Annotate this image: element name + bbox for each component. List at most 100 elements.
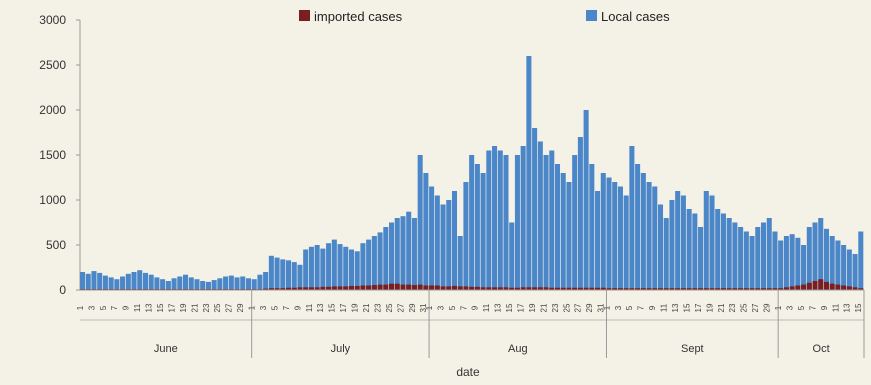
bar-local: [108, 277, 114, 290]
x-tick-label: 7: [459, 305, 468, 310]
bars: [80, 56, 864, 290]
bar-local: [829, 236, 835, 290]
bar-imported: [537, 287, 543, 290]
bar-local: [669, 200, 675, 290]
bar-local: [812, 222, 818, 290]
x-tick-label: 15: [682, 303, 691, 312]
bar-local: [211, 280, 217, 290]
bar-imported: [669, 288, 675, 290]
bar-local: [589, 164, 595, 290]
x-tick-label: 7: [110, 305, 119, 310]
bar-imported: [549, 287, 555, 290]
bar-local: [394, 218, 400, 290]
bar-local: [148, 274, 154, 290]
bar-imported: [635, 288, 641, 290]
bar-local: [303, 249, 309, 290]
bar-local: [646, 182, 652, 290]
x-tick-label: 3: [785, 305, 794, 310]
bar-local: [142, 272, 148, 290]
bar-local: [320, 248, 326, 290]
bar-imported: [715, 288, 721, 290]
x-tick-label: 23: [728, 303, 737, 312]
bar-local: [818, 218, 824, 290]
x-tick-label: 23: [202, 303, 211, 312]
bar-local: [469, 155, 475, 290]
bar-local: [165, 281, 171, 290]
x-tick-label: 17: [694, 303, 703, 312]
bar-local: [137, 270, 143, 290]
bar-local: [703, 191, 709, 290]
bar-imported: [640, 288, 646, 290]
bar-imported: [480, 287, 486, 290]
x-tick-label: 3: [87, 305, 96, 310]
bar-local: [486, 150, 492, 290]
bar-local: [423, 173, 429, 290]
bar-imported: [738, 288, 744, 290]
bar-imported: [486, 287, 492, 290]
bar-local: [566, 182, 572, 290]
legend-label-imported: imported cases: [314, 9, 403, 24]
bar-imported: [841, 285, 847, 290]
x-tick-label: 25: [385, 303, 394, 312]
bar-local: [675, 191, 681, 290]
x-tick-label: 27: [751, 303, 760, 312]
bar-imported: [629, 288, 635, 290]
y-tick-label: 1500: [39, 148, 66, 162]
bar-local: [766, 218, 772, 290]
x-tick-label: 13: [671, 303, 680, 312]
bar-local: [743, 231, 749, 290]
bar-imported: [377, 284, 383, 290]
bar-local: [406, 211, 412, 290]
bar-local: [572, 155, 578, 290]
bar-local: [663, 218, 669, 290]
bar-local: [806, 227, 812, 290]
bar-imported: [806, 282, 812, 290]
bar-imported: [835, 284, 841, 290]
bar-local: [560, 173, 566, 290]
x-tick-label: 21: [717, 303, 726, 312]
bar-imported: [440, 286, 446, 290]
bar-imported: [520, 287, 526, 290]
bar-local: [343, 246, 349, 290]
bar-local: [400, 216, 406, 290]
x-tick-label: 1: [425, 305, 434, 310]
bar-local: [268, 255, 274, 290]
bar-imported: [743, 288, 749, 290]
x-tick-label: 5: [270, 305, 279, 310]
y-tick-label: 2500: [39, 58, 66, 72]
bar-imported: [572, 287, 578, 290]
bar-local: [795, 237, 801, 290]
bar-local: [286, 260, 292, 290]
bar-local: [480, 173, 486, 290]
bar-local: [652, 186, 658, 290]
bar-local: [595, 191, 601, 290]
y-tick-label: 2000: [39, 103, 66, 117]
bar-imported: [411, 285, 417, 290]
bar-local: [732, 222, 738, 290]
x-axis-title: date: [456, 365, 480, 379]
bar-local: [263, 272, 269, 290]
bar-local: [600, 173, 606, 290]
x-tick-label: 11: [831, 303, 840, 312]
x-tick-label: 13: [145, 303, 154, 312]
month-label: July: [331, 343, 351, 355]
bar-local: [492, 146, 498, 290]
bar-local: [360, 243, 366, 290]
bar-local: [85, 273, 91, 290]
x-tick-label: 7: [637, 305, 646, 310]
bar-local: [97, 272, 103, 290]
bar-local: [194, 279, 200, 290]
x-tick-label: 9: [820, 305, 829, 310]
bar-local: [125, 273, 131, 290]
x-tick-label: 27: [574, 303, 583, 312]
bar-imported: [795, 285, 801, 290]
bar-local: [852, 254, 858, 290]
bar-local: [657, 204, 664, 290]
bar-imported: [852, 287, 858, 290]
bar-local: [520, 146, 526, 290]
bar-imported: [686, 288, 692, 290]
bar-local: [274, 257, 280, 290]
bar-imported: [354, 285, 360, 290]
bar-imported: [646, 288, 652, 290]
